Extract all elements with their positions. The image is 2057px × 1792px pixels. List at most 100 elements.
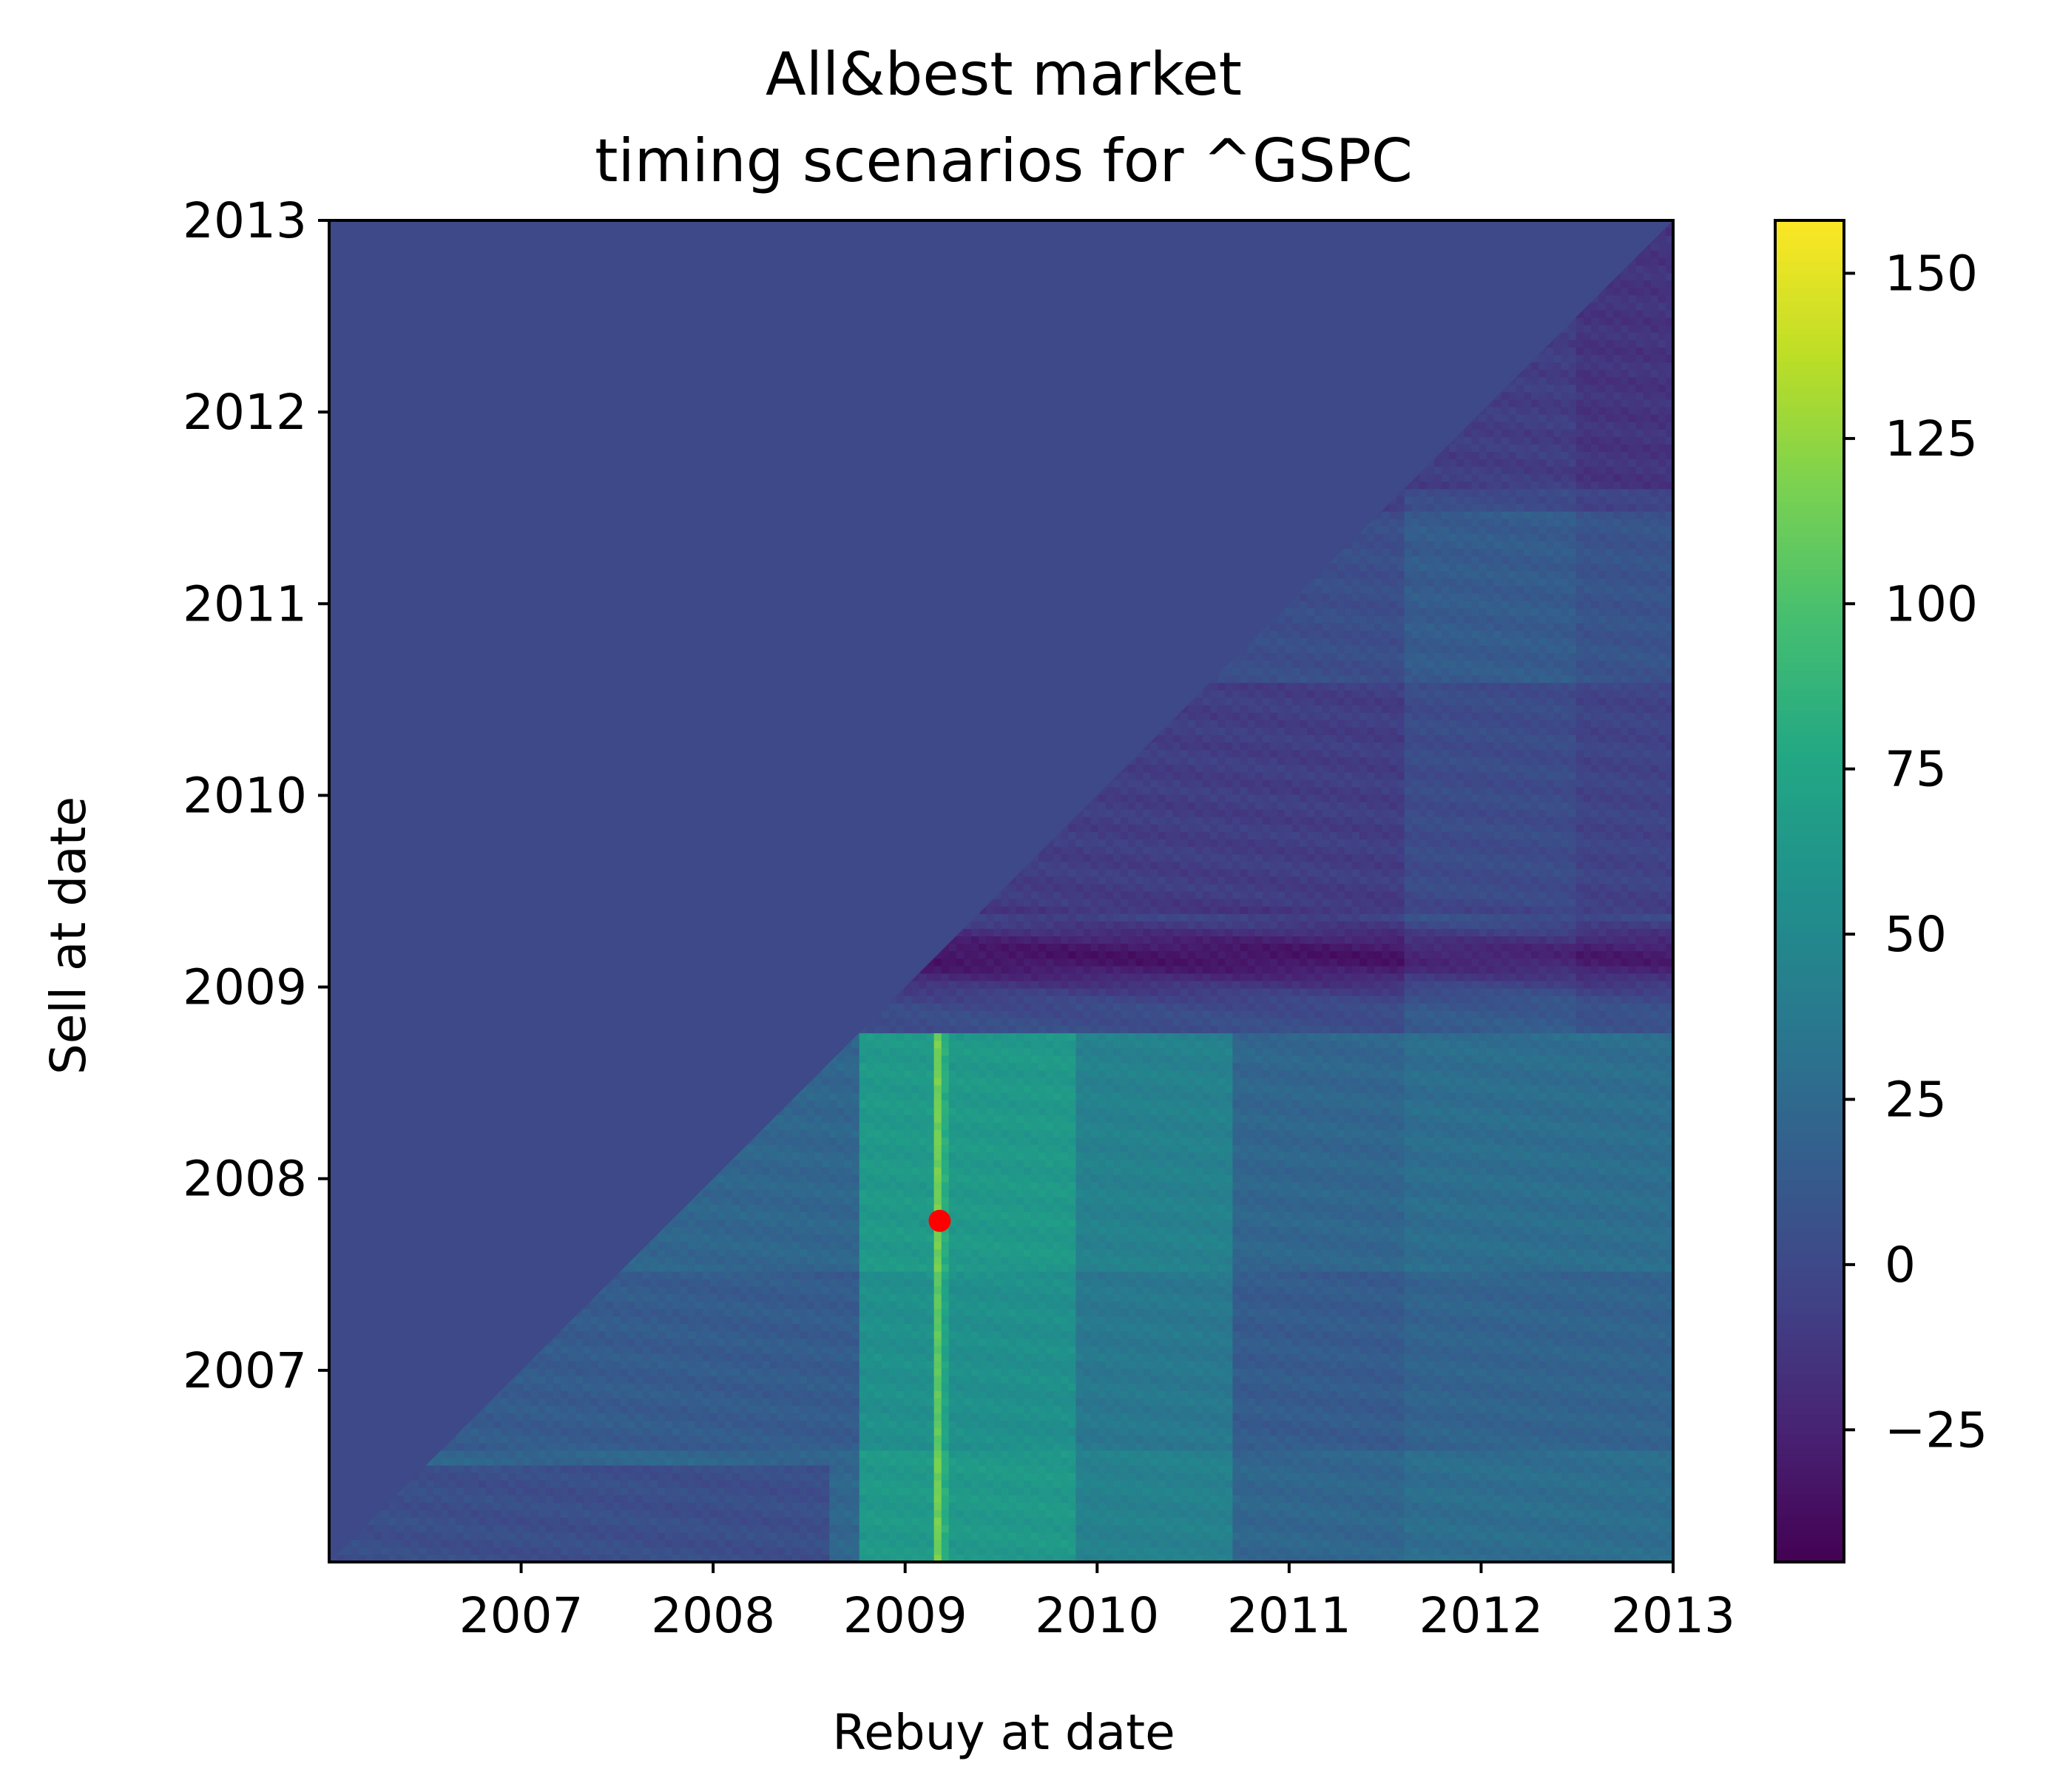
heatmap-cell: [791, 1256, 800, 1265]
heatmap-cell: [859, 1286, 868, 1294]
heatmap-cell: [1053, 1286, 1061, 1294]
heatmap-cell: [1001, 1331, 1010, 1339]
heatmap-cell: [851, 1376, 860, 1384]
heatmap-cell: [702, 1331, 711, 1339]
heatmap-cell: [493, 1509, 501, 1518]
heatmap-cell: [1053, 1069, 1061, 1078]
heatmap-cell: [709, 1234, 718, 1242]
heatmap-cell: [665, 1442, 673, 1451]
heatmap-cell: [1030, 853, 1039, 862]
heatmap-cell: [605, 1420, 614, 1429]
heatmap-cell: [881, 1546, 890, 1555]
heatmap-cell: [769, 1398, 778, 1406]
heatmap-cell: [822, 1308, 830, 1317]
heatmap-cell: [933, 988, 942, 996]
heatmap-cell: [874, 1032, 882, 1041]
heatmap-cell: [1046, 1524, 1054, 1533]
heatmap-cell: [1016, 965, 1024, 974]
heatmap-cell: [889, 1182, 897, 1190]
heatmap-cell: [964, 1092, 972, 1100]
heatmap-cell: [799, 1085, 808, 1093]
heatmap-cell: [881, 1189, 890, 1197]
heatmap-cell: [799, 1241, 808, 1250]
heatmap-cell: [1046, 1301, 1054, 1309]
heatmap-cell: [1001, 1435, 1010, 1444]
heatmap-cell: [1061, 1189, 1069, 1197]
heatmap-cell: [881, 1316, 890, 1325]
heatmap-cell: [1016, 1137, 1024, 1146]
heatmap-cell: [560, 1554, 569, 1563]
heatmap-cell: [904, 1345, 912, 1354]
heatmap-cell: [575, 1427, 584, 1436]
heatmap-cell: [1046, 1464, 1054, 1473]
heatmap-cell: [1023, 1509, 1032, 1518]
heatmap-cell: [553, 1457, 561, 1466]
heatmap-cell: [568, 1546, 576, 1555]
heatmap-cell: [762, 1383, 771, 1391]
heatmap-cell: [889, 1502, 897, 1511]
heatmap-cell: [1053, 1144, 1061, 1153]
heatmap-cell: [986, 1413, 994, 1421]
heatmap-cell: [530, 1360, 539, 1369]
heatmap-cell: [822, 1085, 830, 1093]
heatmap-cell: [740, 1442, 748, 1451]
heatmap-cell: [1061, 980, 1069, 989]
heatmap-cell: [919, 1353, 928, 1362]
heatmap-cell: [948, 1122, 957, 1131]
heatmap-cell: [1016, 936, 1024, 944]
heatmap-cell: [485, 1473, 494, 1481]
heatmap-cell: [1016, 1040, 1024, 1049]
heatmap-cell: [866, 1509, 875, 1518]
heatmap-cell: [851, 1367, 860, 1376]
heatmap-cell: [814, 1189, 823, 1197]
heatmap-cell: [1023, 936, 1032, 944]
heatmap-cell: [598, 1316, 607, 1325]
heatmap-cell: [777, 1144, 786, 1153]
heatmap-cell: [874, 1338, 882, 1347]
heatmap-cell: [419, 1532, 427, 1541]
heatmap-cell: [478, 1546, 487, 1555]
heatmap-cell: [762, 1301, 771, 1309]
heatmap-cell: [941, 1107, 950, 1115]
heatmap-cell: [859, 1331, 868, 1339]
heatmap-cell: [986, 1509, 994, 1518]
heatmap-cell: [605, 1308, 614, 1317]
heatmap-cell: [926, 1010, 935, 1018]
heatmap-cell: [530, 1539, 539, 1548]
heatmap-cell: [598, 1480, 607, 1488]
heatmap-cell: [1030, 883, 1039, 892]
heatmap-cell: [993, 1092, 1002, 1100]
heatmap-cell: [948, 1353, 957, 1362]
heatmap-cell: [717, 1539, 726, 1548]
heatmap-cell: [627, 1308, 636, 1317]
heatmap-cell: [1068, 1487, 1077, 1495]
heatmap-cell: [919, 1398, 928, 1406]
heatmap-cell: [866, 1174, 875, 1183]
heatmap-cell: [344, 1539, 352, 1548]
heatmap-cell: [1053, 1092, 1061, 1100]
heatmap-cell: [553, 1473, 561, 1481]
heatmap-cell: [1038, 1025, 1047, 1034]
heatmap-cell: [740, 1509, 748, 1518]
heatmap-cell: [956, 1473, 965, 1481]
heatmap-cell: [560, 1383, 569, 1391]
heatmap-cell: [441, 1539, 450, 1548]
heatmap-cell: [665, 1509, 673, 1518]
heatmap-cell: [769, 1226, 778, 1235]
heatmap-cell: [680, 1420, 689, 1429]
heatmap-cell: [725, 1495, 733, 1503]
heatmap-cell: [702, 1383, 711, 1391]
heatmap-cell: [866, 1286, 875, 1294]
heatmap-cell: [366, 1517, 375, 1526]
heatmap-cell: [1061, 1085, 1069, 1093]
heatmap-cell: [866, 1122, 875, 1131]
heatmap-cell: [777, 1473, 786, 1481]
heatmap-cell: [904, 1367, 912, 1376]
heatmap-cell: [1061, 1316, 1069, 1325]
heatmap-cell: [538, 1427, 547, 1436]
heatmap-cell: [784, 1532, 793, 1541]
heatmap-cell: [1001, 1420, 1010, 1429]
heatmap-cell: [687, 1338, 696, 1347]
heatmap-cell: [740, 1256, 748, 1265]
heatmap-cell: [799, 1286, 808, 1294]
